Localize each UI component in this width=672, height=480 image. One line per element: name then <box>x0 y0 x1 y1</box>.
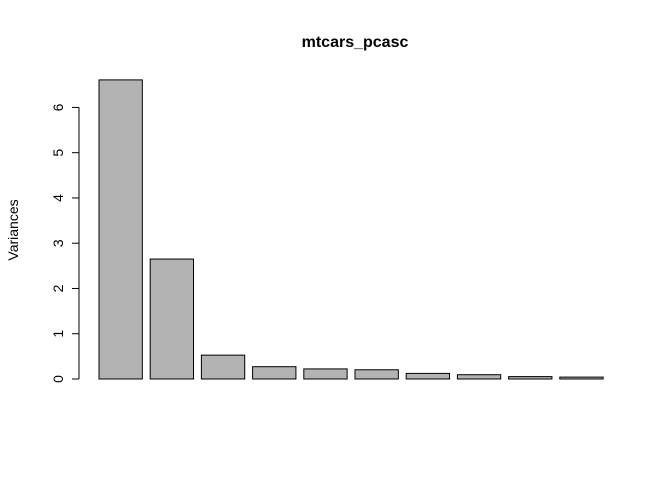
y-tick-label: 5 <box>50 149 66 157</box>
bar <box>456 374 502 380</box>
y-axis-label: Variances <box>5 199 21 260</box>
bar <box>252 366 297 380</box>
y-axis: 0 1 2 3 4 5 6 <box>50 103 80 383</box>
y-tick-label: 0 <box>50 375 66 383</box>
bar <box>149 258 195 380</box>
bar <box>559 376 604 380</box>
bars <box>98 79 604 380</box>
y-tick-label: 6 <box>50 103 66 111</box>
y-tick-label: 3 <box>50 239 66 247</box>
bar <box>405 372 451 380</box>
y-tick-label: 4 <box>50 194 66 202</box>
y-ticks: 0 1 2 3 4 5 6 <box>50 103 79 383</box>
chart-title: mtcars_pcasc <box>302 34 409 51</box>
y-tick-label: 2 <box>50 284 66 292</box>
y-tick-label: 1 <box>50 330 66 338</box>
bar <box>354 369 399 380</box>
bar <box>98 79 143 380</box>
bar <box>508 376 553 380</box>
bar <box>303 368 348 380</box>
bar <box>200 354 246 380</box>
